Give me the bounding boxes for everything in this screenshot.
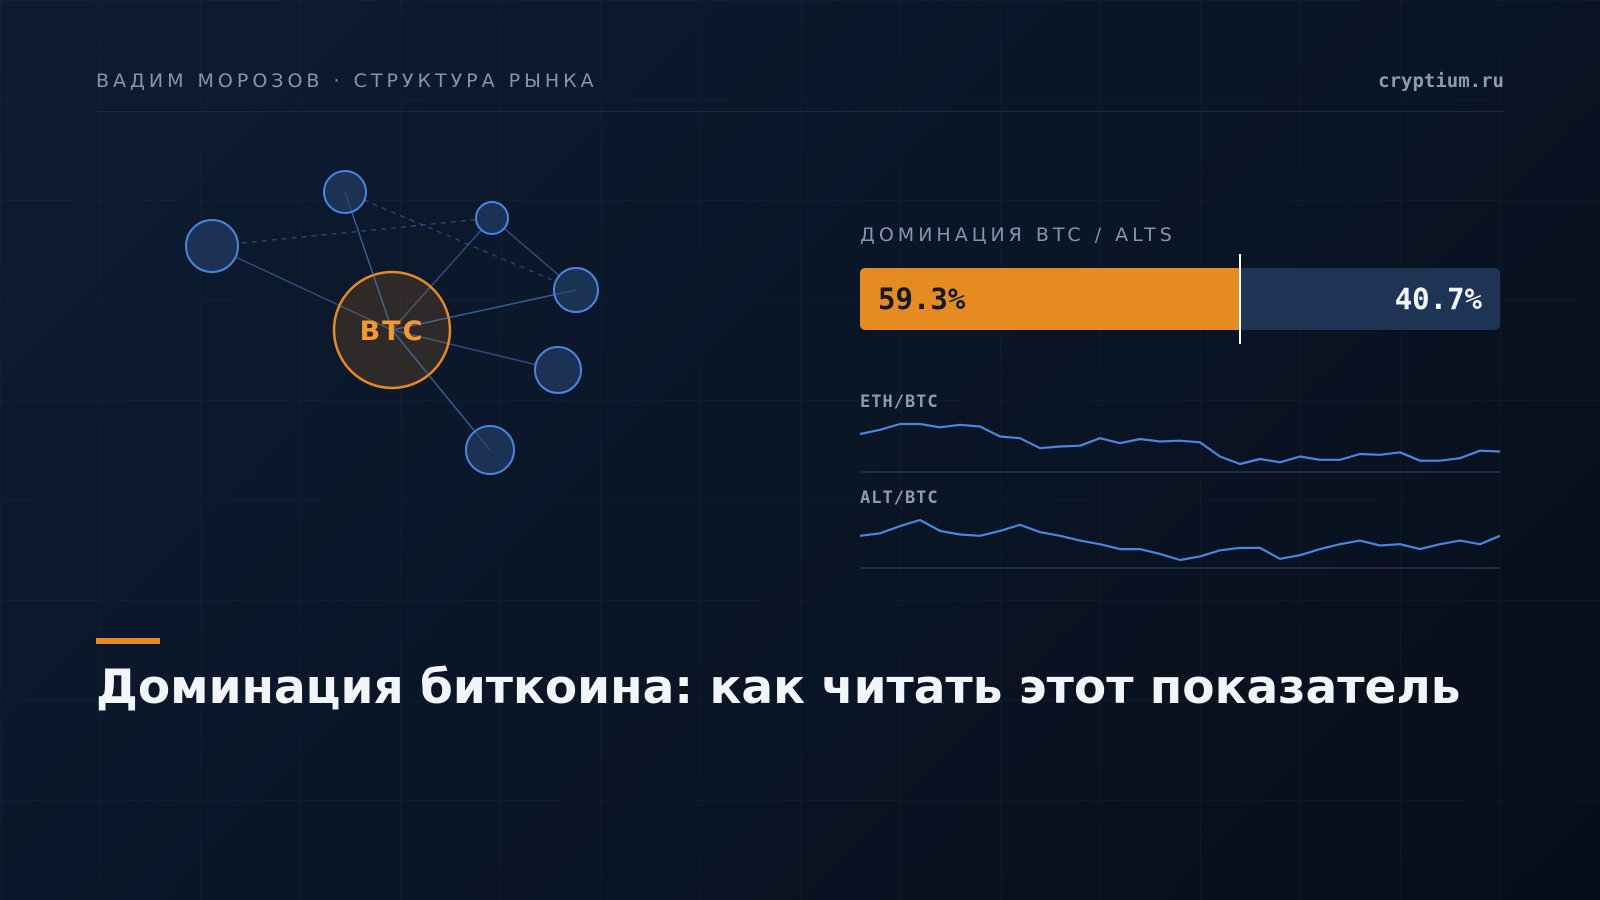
network-edges: [211, 191, 577, 451]
alt-node: [534, 346, 582, 394]
network-edge-overlay: [391, 329, 491, 451]
sparkline-series-line: [860, 422, 1500, 466]
dominance-label: ДОМИНАЦИЯ BTC / ALTS: [860, 224, 1176, 246]
btc-node: [332, 270, 452, 390]
network-edge: [211, 245, 393, 331]
title-accent-bar: [96, 638, 160, 644]
alt-node: [475, 201, 509, 235]
network-edge: [391, 329, 559, 371]
btc-network-diagram: BTC: [185, 170, 599, 475]
network-edge-dashed: [211, 217, 493, 247]
network-edge-dashed: [344, 191, 577, 291]
btc-node-label: BTC: [360, 316, 425, 347]
alt-node: [323, 170, 367, 214]
alt-btc-label: ALT/BTC: [860, 488, 939, 508]
network-edge: [391, 289, 577, 331]
eth-btc-sparkline: [860, 422, 1500, 473]
network-edge: [391, 217, 493, 331]
network-edge: [391, 329, 491, 451]
alt-node: [553, 267, 599, 313]
alt-btc-sparkline: [860, 518, 1500, 569]
network-edge: [344, 191, 393, 331]
btc-share-value: 59.3%: [878, 282, 966, 316]
network-nodes: BTC: [185, 170, 599, 475]
site-link[interactable]: cryptium.ru: [1378, 70, 1504, 92]
alt-node: [185, 219, 239, 273]
eth-btc-label: ETH/BTC: [860, 392, 939, 412]
header-divider: [96, 111, 1504, 112]
author-topic: ВАДИМ МОРОЗОВ · СТРУКТУРА РЫНКА: [96, 70, 598, 92]
network-edge-overlay: [344, 191, 393, 331]
dominance-bar: 59.3% 40.7%: [860, 254, 1500, 344]
dominance-split-marker: [1239, 254, 1241, 344]
alt-share-value: 40.7%: [1394, 282, 1482, 316]
network-edge-overlay: [391, 289, 577, 331]
dominance-bar-btc-segment: 59.3%: [860, 268, 1240, 330]
sparkline-series-line: [860, 518, 1500, 562]
page-title: Доминация биткоина: как читать этот пока…: [96, 660, 1461, 715]
alt-node: [465, 425, 515, 475]
